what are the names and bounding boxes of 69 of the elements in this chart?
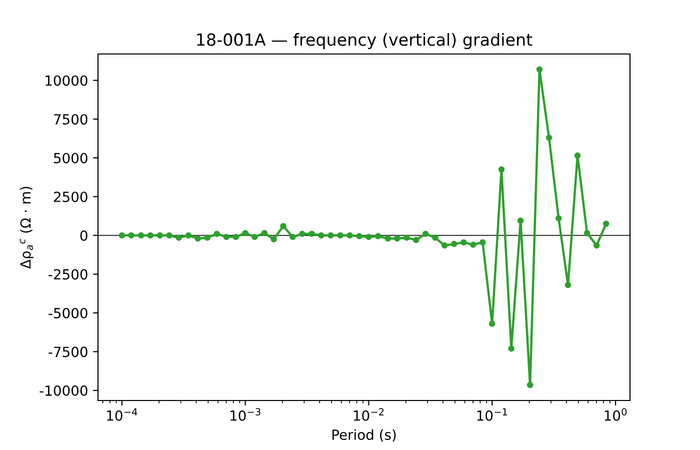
point: [593, 242, 600, 249]
point: [214, 230, 220, 237]
point: [564, 282, 572, 288]
point: [374, 233, 382, 240]
point: [242, 230, 248, 236]
y-tick-label: -10000: [40, 385, 88, 396]
point: [480, 239, 486, 246]
point: [261, 230, 268, 236]
point: [185, 232, 192, 239]
y-tick-label: -2500: [48, 269, 88, 280]
point: [147, 232, 154, 239]
chart-title: 18-001A — frequency (vertical) gradient: [197, 33, 532, 50]
point: [460, 239, 467, 246]
point: [602, 220, 610, 227]
point: [290, 234, 296, 240]
point: [280, 222, 286, 230]
point: [356, 233, 362, 240]
point: [232, 234, 239, 240]
point: [204, 234, 210, 241]
x-tick-label: 10$^{−3}$: [230, 408, 260, 421]
x-tick-label: 10$^{−2}$: [354, 408, 384, 421]
y-tick-label: 5000: [54, 152, 88, 164]
x-tick-label: 10$^{−4}$: [107, 408, 138, 421]
point: [384, 235, 392, 242]
point: [450, 240, 458, 248]
point: [337, 232, 344, 239]
point: [299, 230, 306, 237]
y-tick-label: 0: [80, 230, 88, 241]
point: [166, 232, 172, 239]
point: [270, 236, 277, 242]
point: [432, 234, 438, 241]
point: [584, 230, 590, 236]
point: [138, 232, 144, 239]
point: [194, 235, 201, 242]
point: [328, 232, 334, 239]
y-tick-label: 2500: [54, 192, 88, 202]
x-axis-title: Period (s): [332, 429, 396, 442]
y-axis-title: Δρ$_{a}$$^{c}$ (Ω · m): [20, 186, 34, 269]
point: [128, 232, 134, 239]
y-tick-label: 10000: [46, 75, 88, 86]
point: [470, 242, 476, 248]
point: [308, 230, 315, 237]
point: [508, 345, 514, 352]
x-tick-label: 10$^{−1}$: [477, 408, 508, 421]
point: [118, 232, 126, 239]
point: [574, 152, 581, 159]
point: [412, 236, 420, 244]
point: [366, 234, 372, 240]
point: [526, 382, 534, 388]
point: [489, 320, 496, 327]
point: [556, 215, 562, 222]
y-tick-label: -5000: [48, 308, 88, 318]
point: [498, 166, 505, 173]
point: [536, 66, 543, 73]
point: [422, 230, 429, 237]
point: [318, 232, 324, 239]
point: [517, 218, 524, 224]
point: [223, 234, 230, 240]
y-tick-label: -7500: [48, 346, 88, 358]
point: [404, 234, 410, 241]
point: [156, 232, 163, 239]
point: [441, 242, 448, 249]
y-tick-label: 7500: [54, 114, 88, 125]
point: [252, 234, 258, 240]
point: [394, 235, 400, 242]
point: [176, 234, 182, 241]
point: [546, 134, 552, 141]
point: [346, 232, 353, 239]
x-tick-label: 10$^{0}$: [604, 408, 627, 421]
